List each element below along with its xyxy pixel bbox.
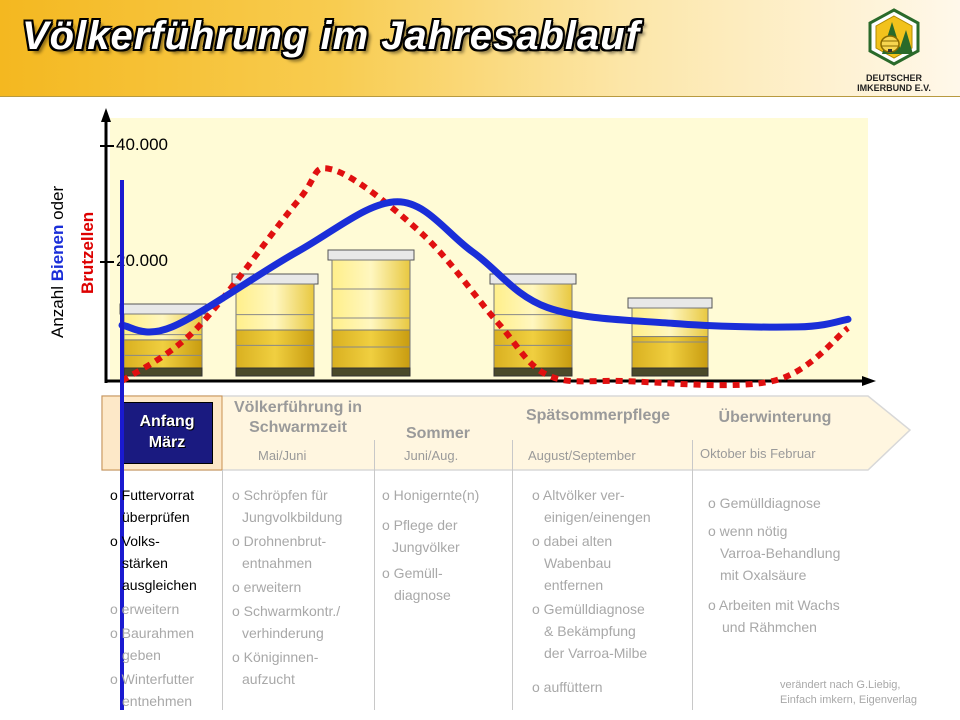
period-mai-juni: Mai/Juni: [258, 448, 307, 463]
beehive-1: [119, 303, 207, 377]
beehive-3: [327, 249, 415, 377]
task-erweitern-2: o erweitern: [232, 579, 302, 595]
beehive-2: [231, 273, 319, 377]
task-wachs-raehmchen: o Arbeiten mit Wachs und Rähmchen: [708, 597, 840, 635]
task-varroa-behandlung: o wenn nötig Varroa-Behandlung mit Oxalsäu…: [708, 523, 841, 583]
tasks-spaetsommer: o Altvölker ver-einigen/einengen o dabei…: [532, 484, 692, 700]
phase-spaetsommerpflege: Spätsommerpflege: [506, 406, 690, 426]
task-winterfutter: o Winterfutter entnehmen: [110, 671, 195, 709]
phase-2-line-1: Sommer: [405, 425, 471, 442]
task-gemuelldiagnose-2: o Gemülldiagnose: [708, 495, 821, 511]
period-juni-aug: Juni/Aug.: [404, 448, 459, 463]
task-varroa-bekaempfung: o Gemülldiagnose & Bekämpfung der Varroa-M…: [532, 601, 648, 661]
separator-4: [692, 440, 693, 710]
task-auffuettern: o auffüttern: [532, 679, 603, 695]
task-koeniginnenaufzucht: o Königinnen-aufzucht: [232, 649, 319, 687]
y-tick-label-40000: 40.000: [116, 135, 168, 154]
separator-2: [374, 440, 375, 710]
separator-1: [222, 470, 223, 710]
series-bees: [118, 198, 852, 336]
header-banner: Völkerführung im Jahresablauf DEUTSCHER …: [0, 0, 960, 97]
x-axis-arrow: [862, 376, 876, 386]
phase-sommer: Sommer: [380, 424, 496, 444]
dib-logo: DEUTSCHER IMKERBUND E.V.: [842, 8, 946, 93]
logo-text-1: DEUTSCHER: [865, 73, 922, 83]
task-futtervorrat: o Futtervorrat überprüfen: [110, 487, 195, 525]
beehive-5: [627, 297, 713, 377]
logo-text-2: IMKERBUND E.V.: [857, 83, 931, 93]
tasks-schwarmzeit: o Schröpfen für Jungvolkbildung o Drohnen…: [232, 484, 372, 692]
task-schwarmkontrolle: o Schwarmkontr./verhinderung: [232, 603, 341, 641]
phase-3-line-1: Spätsommerpflege: [525, 407, 671, 424]
page-title: Völkerführung im Jahresablauf: [22, 14, 641, 58]
tasks-anfang-maerz: o Futtervorrat überprüfen o Volks-stärken…: [110, 484, 222, 714]
task-schroepfen: o Schröpfen für Jungvolkbildung: [232, 487, 343, 525]
phase-4-line-1: Überwinterung: [718, 409, 832, 426]
beehive-logo-icon: [868, 8, 920, 66]
phase-schwarmzeit: Völkerführung in Schwarmzeit: [220, 398, 376, 438]
separator-3: [512, 440, 513, 710]
y-tick-label-20000: 20.000: [116, 251, 168, 270]
phase-0-line-2: März: [148, 434, 186, 451]
phase-0-line-1: Anfang: [139, 413, 195, 430]
source-credit: verändert nach G.Liebig, Einfach imkern,…: [780, 679, 917, 706]
task-volksstaerken: o Volks-stärken ausgleichen: [110, 533, 197, 593]
current-time-marker: [120, 180, 124, 710]
task-honigernte: o Honigernte(n): [382, 487, 480, 503]
tasks-sommer: o Honigernte(n) o Pflege der Jungvölker o…: [382, 484, 512, 608]
y-axis-arrow: [101, 108, 111, 122]
period-oktober-februar: Oktober bis Februar: [700, 446, 816, 461]
beehive-4: [489, 273, 577, 377]
task-wabenbau: o dabei alten Wabenbau entfernen: [532, 533, 613, 593]
period-august-september: August/September: [528, 448, 636, 463]
phase-anfang-maerz: Anfang März: [121, 402, 213, 464]
task-drohnenbrut: o Drohnenbrut-entnahmen: [232, 533, 327, 571]
phase-ueberwinterung: Überwinterung: [698, 408, 852, 428]
task-baurahmen: o Baurahmen geben: [110, 625, 195, 663]
task-pflege-jungvoelker: o Pflege der Jungvölker: [382, 517, 460, 555]
tasks-ueberwinterung: o Gemülldiagnose o wenn nötig Varroa-Beha…: [708, 492, 888, 640]
task-gemuelldiagnose-1: o Gemüll-diagnose: [382, 565, 451, 603]
phase-1-line-1: Völkerführung in: [234, 399, 362, 416]
task-erweitern-1: o erweitern: [110, 601, 180, 617]
task-altvoelker: o Altvölker ver-einigen/einengen: [532, 487, 651, 525]
phase-1-line-2: Schwarmzeit: [249, 419, 347, 436]
